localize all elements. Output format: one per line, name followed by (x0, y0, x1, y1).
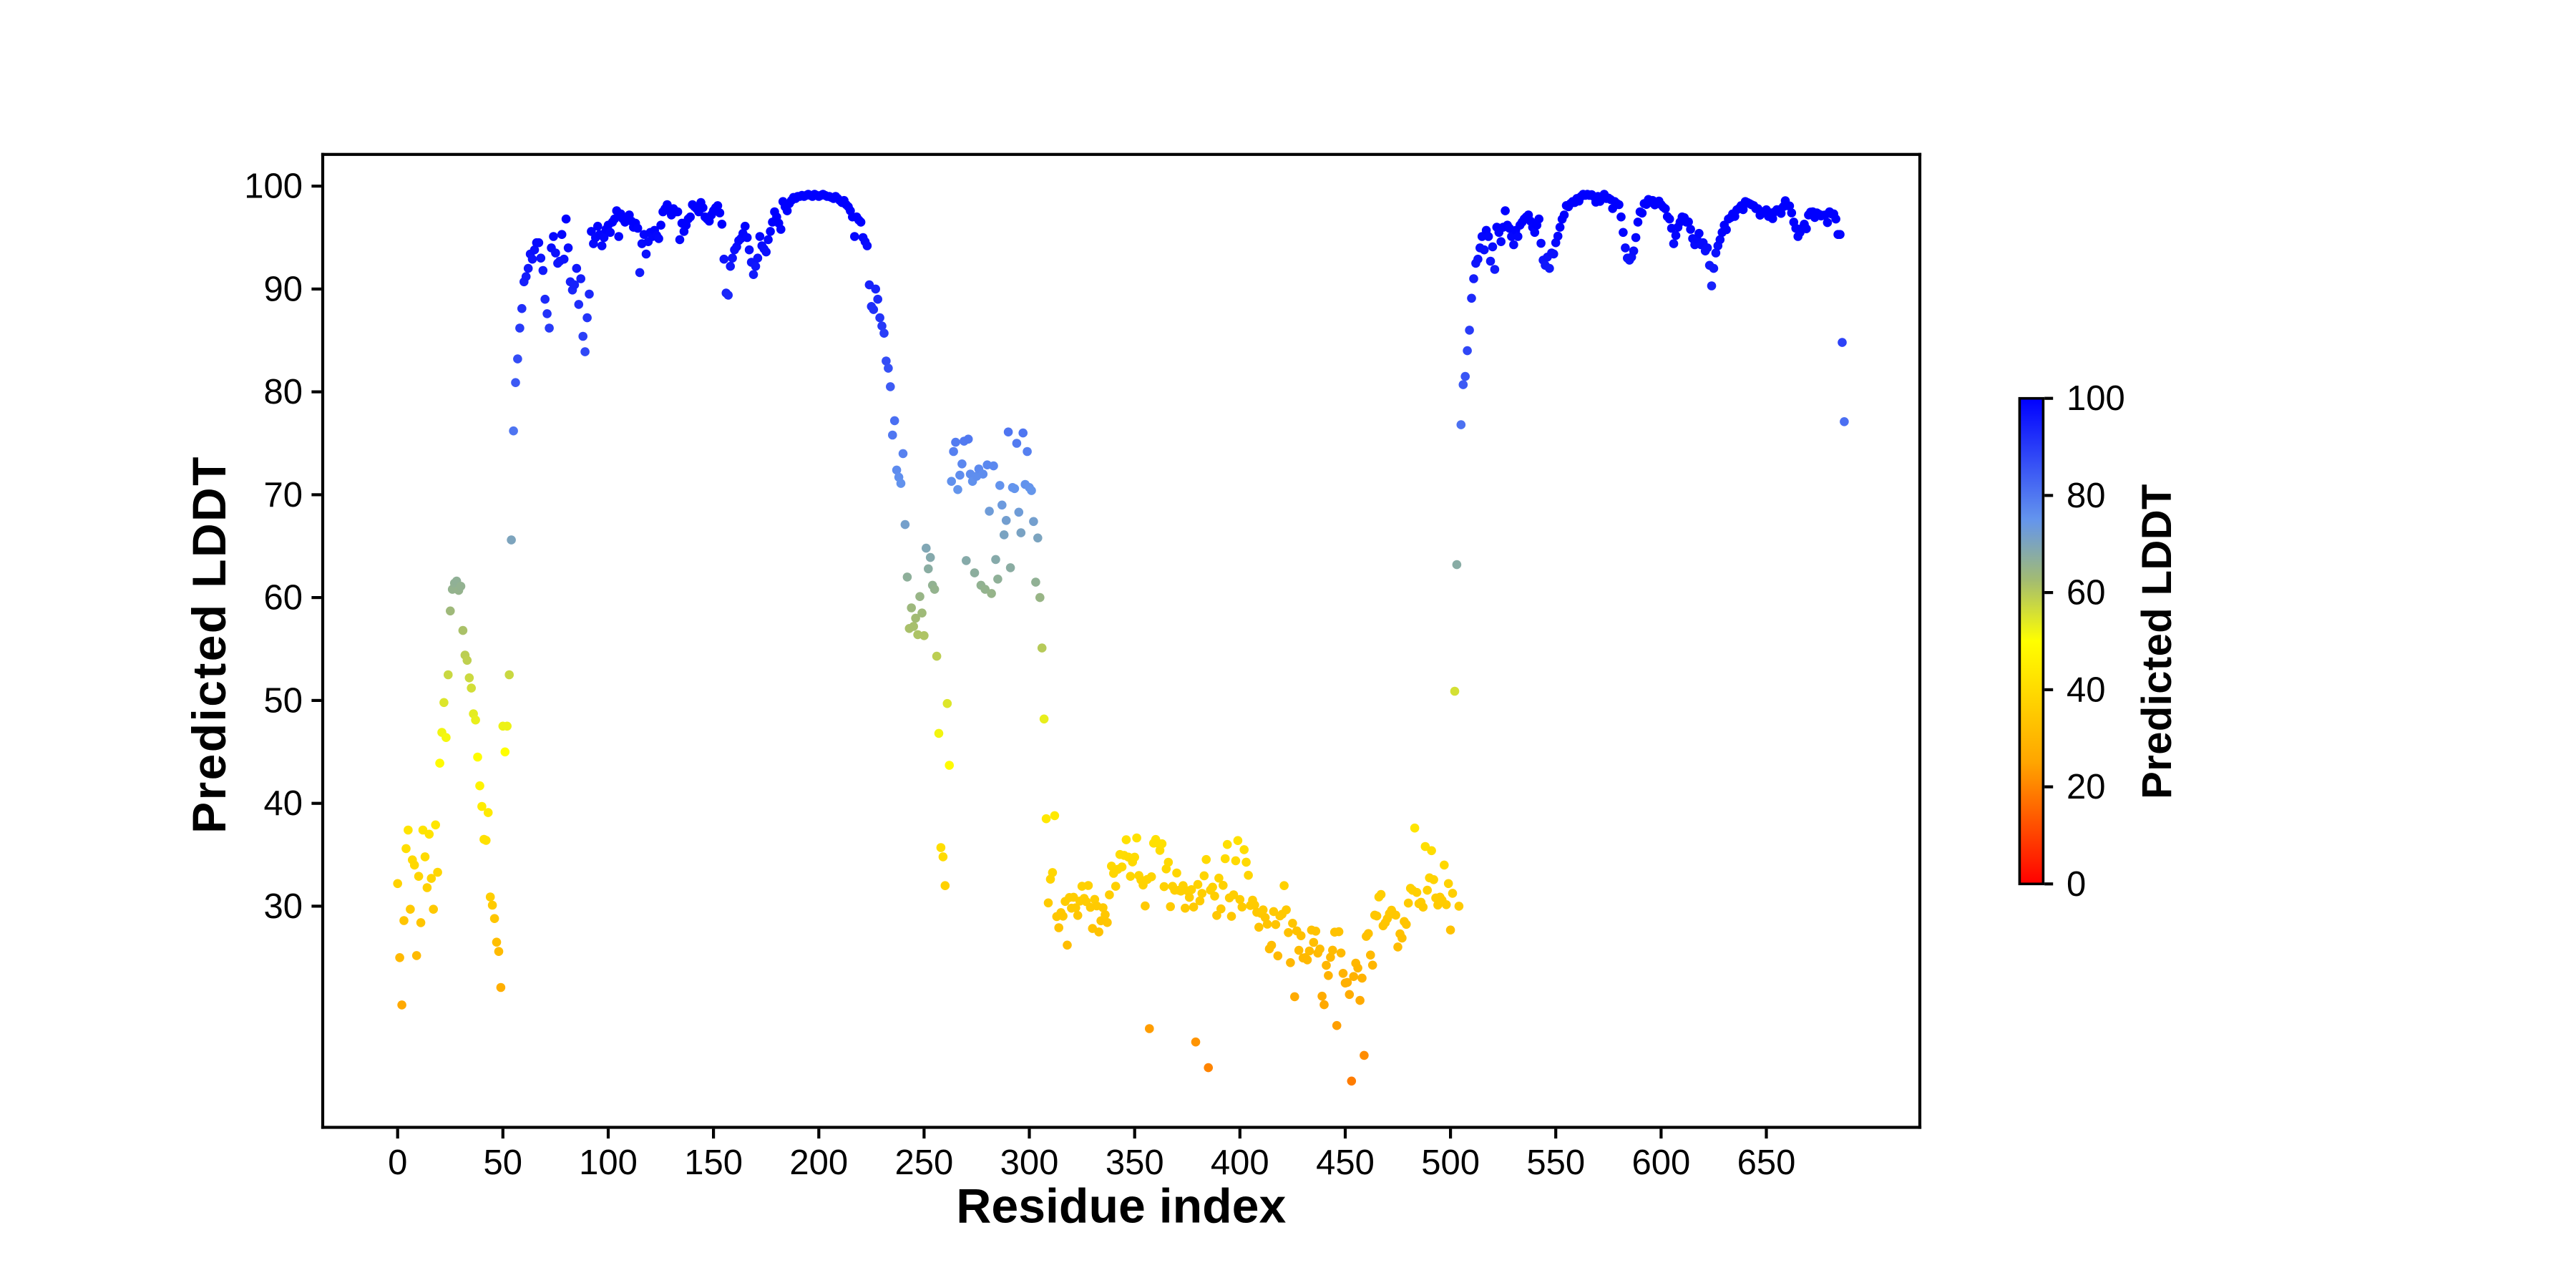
svg-text:150: 150 (684, 1143, 743, 1182)
svg-text:650: 650 (1737, 1143, 1796, 1182)
svg-text:600: 600 (1632, 1143, 1691, 1182)
svg-text:0: 0 (2067, 865, 2086, 904)
svg-text:350: 350 (1106, 1143, 1164, 1182)
svg-text:200: 200 (789, 1143, 848, 1182)
svg-text:Predicted LDDT: Predicted LDDT (182, 455, 235, 834)
svg-text:300: 300 (1000, 1143, 1059, 1182)
svg-text:Predicted LDDT: Predicted LDDT (2134, 484, 2180, 799)
svg-text:30: 30 (263, 887, 303, 926)
svg-text:100: 100 (244, 167, 303, 206)
svg-text:70: 70 (263, 476, 303, 514)
svg-text:60: 60 (263, 579, 303, 618)
svg-text:450: 450 (1316, 1143, 1375, 1182)
svg-text:500: 500 (1421, 1143, 1480, 1182)
svg-text:90: 90 (263, 270, 303, 308)
svg-text:80: 80 (263, 373, 303, 411)
svg-text:80: 80 (2067, 477, 2106, 515)
svg-text:50: 50 (263, 681, 303, 720)
svg-text:100: 100 (2067, 379, 2125, 418)
svg-text:Residue index: Residue index (956, 1179, 1286, 1234)
svg-text:550: 550 (1526, 1143, 1585, 1182)
svg-text:40: 40 (263, 784, 303, 823)
svg-text:60: 60 (2067, 574, 2106, 613)
svg-text:40: 40 (2067, 670, 2106, 709)
svg-text:100: 100 (579, 1143, 638, 1182)
svg-text:50: 50 (484, 1143, 523, 1182)
svg-text:20: 20 (2067, 768, 2106, 806)
svg-text:0: 0 (388, 1143, 407, 1182)
svg-text:400: 400 (1211, 1143, 1269, 1182)
svg-text:250: 250 (895, 1143, 954, 1182)
